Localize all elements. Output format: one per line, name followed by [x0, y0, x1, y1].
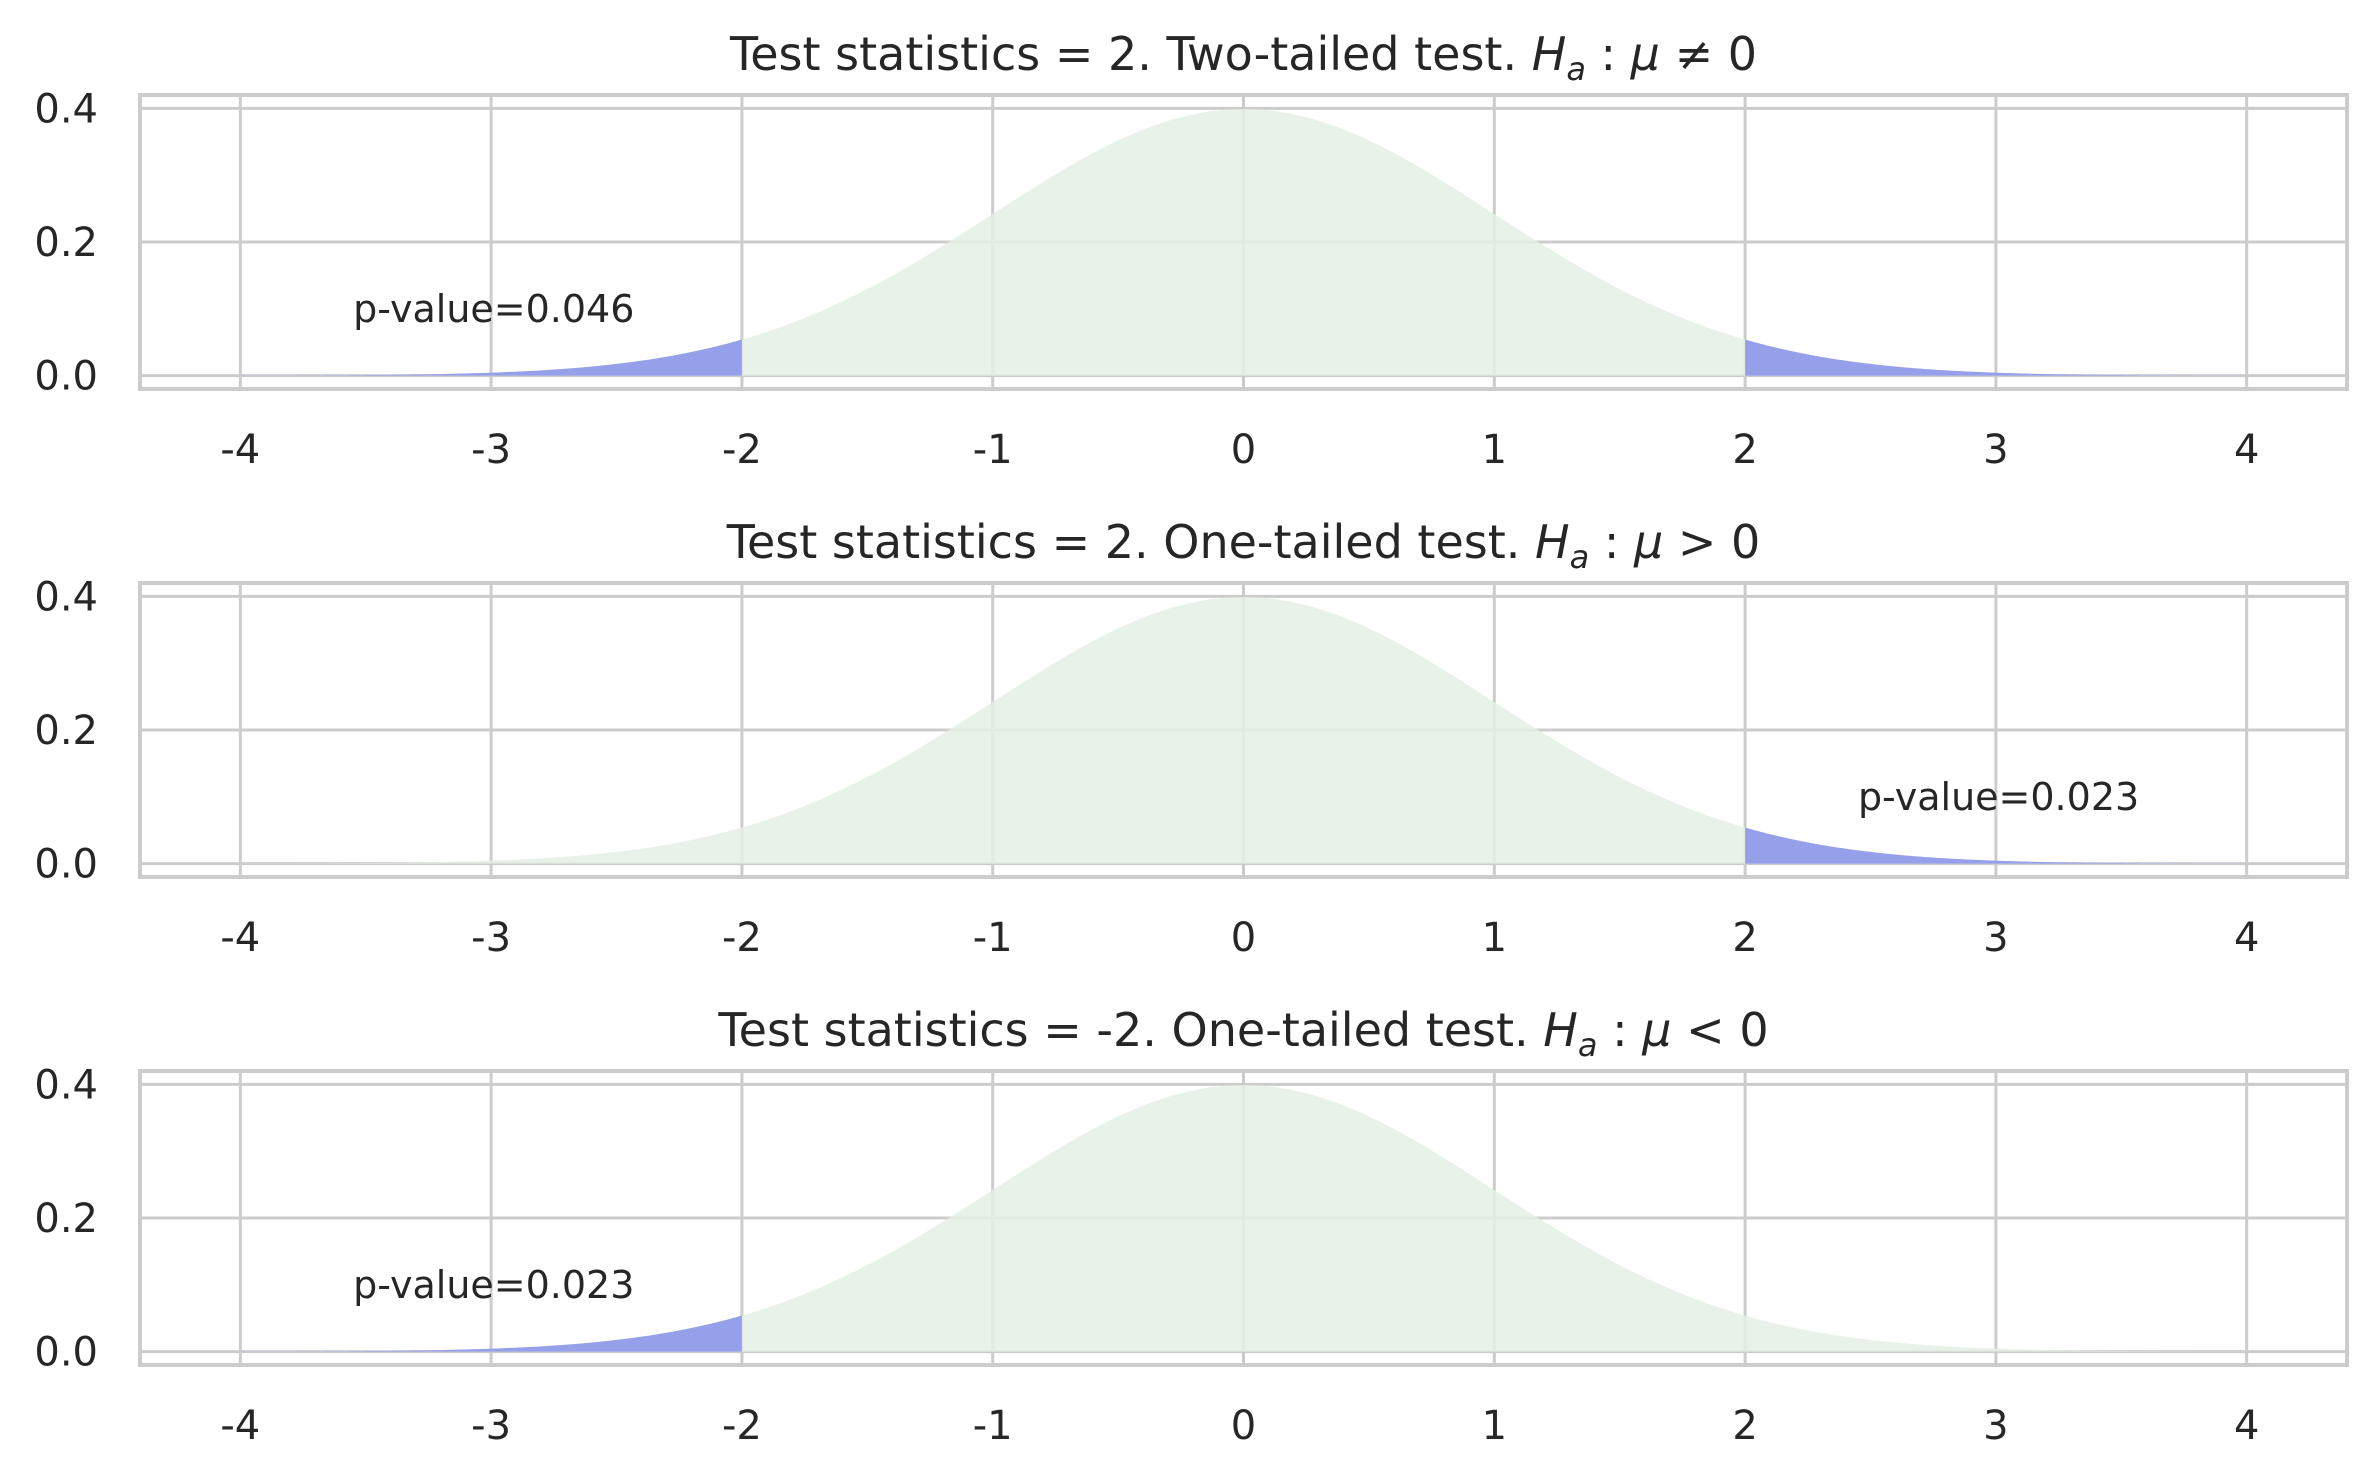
x-tick-label: 2: [1732, 915, 1757, 961]
x-tick-label: -4: [220, 1403, 260, 1449]
y-tick-label: 0.0: [34, 842, 98, 888]
x-tick-label: -2: [722, 1403, 762, 1449]
x-tick-label: 0: [1231, 1403, 1256, 1449]
plot-frame: [138, 581, 2349, 879]
x-tick-label: -1: [973, 427, 1013, 473]
p-value-region: [240, 1315, 742, 1352]
x-tick-label: -3: [471, 1403, 511, 1449]
p-value-region: [1745, 339, 2247, 376]
chart-title: Test statistics = 2. Two-tailed test. Ha…: [729, 27, 1757, 88]
x-tick-label: -2: [722, 915, 762, 961]
x-tick-label: 1: [1482, 915, 1507, 961]
x-tick-label: -2: [722, 427, 762, 473]
chart-panel-3: 0.0 0.2 0.4 -4 -3 -2 -1 0 1 2 3 4 p-value=0.023 Test …: [34, 1003, 2349, 1449]
x-tick-label: 4: [2234, 427, 2259, 473]
x-tick-label: 3: [1983, 427, 2008, 473]
y-tick-label: 0.0: [34, 354, 98, 400]
density-area: [240, 597, 2247, 864]
x-tick-label: 2: [1732, 427, 1757, 473]
y-tick-label: 0.4: [34, 86, 98, 132]
x-tick-label: -3: [471, 427, 511, 473]
density-area: [240, 1085, 2247, 1352]
x-tick-label: 1: [1482, 427, 1507, 473]
p-value-annotation: p-value=0.046: [353, 287, 634, 331]
x-tick-label: 3: [1983, 915, 2008, 961]
plot-frame: [138, 1069, 2349, 1367]
x-tick-label: -3: [471, 915, 511, 961]
x-tick-label: -4: [220, 915, 260, 961]
x-tick-label: 2: [1732, 1403, 1757, 1449]
y-tick-label: 0.2: [34, 220, 98, 266]
x-tick-label: 3: [1983, 1403, 2008, 1449]
y-tick-label: 0.0: [34, 1330, 98, 1376]
y-tick-label: 0.4: [34, 574, 98, 620]
p-value-annotation: p-value=0.023: [353, 1263, 634, 1307]
chart-title: Test statistics = 2. One-tailed test. Ha…: [726, 515, 1761, 576]
y-tick-label: 0.2: [34, 708, 98, 754]
x-tick-label: -4: [220, 427, 260, 473]
p-value-annotation: p-value=0.023: [1858, 775, 2139, 819]
chart-panel-1: 0.0 0.2 0.4 -4 -3 -2 -1 0 1 2 3 4 p-value=0.046 Test …: [34, 27, 2349, 473]
x-tick-label: -1: [973, 1403, 1013, 1449]
x-tick-label: 4: [2234, 1403, 2259, 1449]
x-tick-label: 1: [1482, 1403, 1507, 1449]
y-tick-label: 0.4: [34, 1062, 98, 1108]
x-tick-label: -1: [973, 915, 1013, 961]
density-area: [240, 109, 2247, 376]
x-tick-label: 0: [1231, 915, 1256, 961]
chart-title: Test statistics = -2. One-tailed test. H…: [717, 1003, 1768, 1064]
p-value-region: [1745, 827, 2247, 864]
p-value-region: [240, 339, 742, 376]
y-tick-label: 0.2: [34, 1196, 98, 1242]
x-tick-label: 4: [2234, 915, 2259, 961]
x-tick-label: 0: [1231, 427, 1256, 473]
chart-panel-2: 0.0 0.2 0.4 -4 -3 -2 -1 0 1 2 3 4 p-value=0.023 Test …: [34, 515, 2349, 961]
plot-frame: [138, 93, 2349, 391]
